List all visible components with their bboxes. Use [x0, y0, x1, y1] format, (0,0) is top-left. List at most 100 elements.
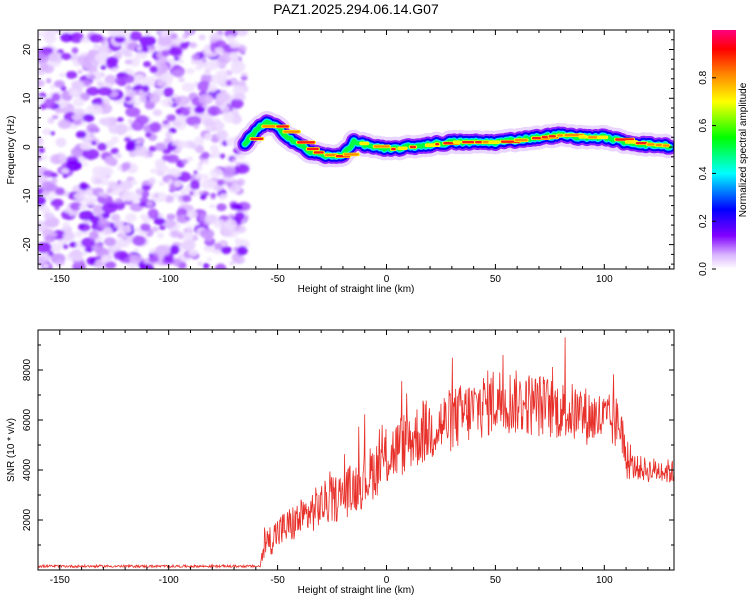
- noise-blob: [91, 140, 97, 146]
- noise-blob: [221, 227, 231, 237]
- noise-blob: [138, 95, 148, 103]
- noise-blob: [107, 30, 121, 37]
- noise-blob: [73, 192, 86, 200]
- noise-blob: [123, 51, 133, 58]
- noise-blob: [135, 195, 142, 200]
- noise-blob: [53, 80, 65, 88]
- noise-blob: [161, 98, 173, 107]
- noise-blob: [219, 196, 225, 201]
- noise-blob: [161, 49, 171, 57]
- noise-blob: [128, 252, 133, 257]
- ridge-peak: [283, 130, 300, 133]
- noise-blob: [178, 77, 185, 83]
- noise-blob: [144, 31, 151, 36]
- noise-blob: [110, 147, 119, 155]
- noise-blob: [179, 42, 189, 50]
- snr-xtick-label: 50: [490, 575, 502, 586]
- noise-blob: [38, 253, 49, 264]
- snr-ylabel: SNR (10 * v/v): [6, 418, 17, 482]
- noise-blob: [49, 84, 56, 90]
- ridge-peak: [250, 137, 264, 140]
- noise-blob: [101, 203, 118, 214]
- noise-blob: [189, 180, 200, 191]
- ridge-peak: [635, 141, 648, 145]
- ridge-peak: [409, 145, 417, 149]
- noise-blob: [145, 132, 152, 138]
- noise-blob: [65, 70, 78, 79]
- noise-blob: [84, 246, 93, 253]
- noise-blob: [183, 231, 194, 242]
- noise-blob: [62, 243, 69, 250]
- noise-blob: [38, 138, 44, 146]
- noise-blob: [162, 174, 177, 184]
- spectrogram-ytick-label: -10: [22, 188, 33, 203]
- noise-blob: [232, 99, 244, 108]
- noise-blob: [166, 213, 176, 220]
- noise-blob: [157, 35, 172, 47]
- noise-blob: [215, 122, 222, 129]
- noise-blob: [200, 228, 215, 240]
- noise-blob: [216, 203, 227, 212]
- noise-blob: [82, 148, 100, 160]
- noise-blob: [181, 158, 189, 165]
- noise-blob: [82, 231, 89, 236]
- noise-blob: [104, 155, 116, 166]
- noise-blob: [86, 104, 103, 115]
- noise-blob: [82, 113, 95, 123]
- snr-xtick-label: 0: [384, 575, 390, 586]
- noise-blob: [125, 143, 136, 152]
- ridge-peak: [579, 135, 587, 139]
- noise-blob: [217, 53, 231, 65]
- noise-blob: [204, 71, 211, 76]
- noise-blob: [121, 190, 136, 202]
- noise-blob: [47, 117, 55, 124]
- noise-blob: [191, 53, 200, 61]
- noise-blob: [199, 62, 208, 69]
- noise-blob: [233, 92, 246, 102]
- noise-blob: [115, 152, 122, 159]
- noise-blob: [86, 86, 100, 96]
- ridge-peak: [373, 145, 390, 148]
- noise-blob: [50, 198, 64, 208]
- noise-blob: [85, 189, 93, 196]
- noise-blob: [221, 166, 236, 178]
- noise-blob: [237, 48, 244, 53]
- noise-blob: [44, 235, 56, 243]
- noise-blob: [102, 97, 109, 103]
- noise-blob: [97, 86, 113, 96]
- noise-blob: [148, 45, 156, 51]
- noise-blob: [236, 245, 248, 256]
- snr-xtick-label: -50: [270, 575, 285, 586]
- noise-blob: [160, 32, 168, 38]
- noise-blob: [181, 82, 196, 92]
- noise-blob: [38, 147, 45, 154]
- noise-blob: [228, 184, 241, 194]
- ridge-peak: [548, 135, 556, 138]
- noise-blob: [149, 248, 156, 254]
- noise-blob: [41, 30, 52, 39]
- ridge-peak: [514, 138, 528, 142]
- spectrogram-xtick-label: -100: [159, 274, 179, 285]
- noise-blob: [115, 51, 123, 57]
- noise-blob: [162, 119, 170, 125]
- noise-blob: [176, 114, 186, 122]
- noise-blob: [58, 154, 67, 163]
- noise-blob: [96, 80, 104, 87]
- noise-blob: [104, 228, 111, 235]
- noise-blob: [54, 205, 60, 211]
- noise-blob: [193, 123, 200, 129]
- noise-blob: [104, 261, 117, 269]
- ridge-peak: [391, 147, 396, 151]
- noise-blob: [209, 203, 216, 209]
- ridge-peak: [489, 140, 499, 144]
- spectrogram-content: [38, 30, 674, 269]
- noise-blob: [148, 256, 159, 263]
- snr-panel: -150 -100 -50 0 50 100 2000 4000 6000 8000 Height…: [6, 329, 675, 596]
- noise-blob: [226, 34, 236, 43]
- noise-blob: [202, 118, 214, 127]
- noise-blob: [194, 172, 203, 180]
- noise-blob: [154, 72, 160, 78]
- noise-blob: [213, 185, 223, 192]
- noise-blob: [57, 119, 72, 130]
